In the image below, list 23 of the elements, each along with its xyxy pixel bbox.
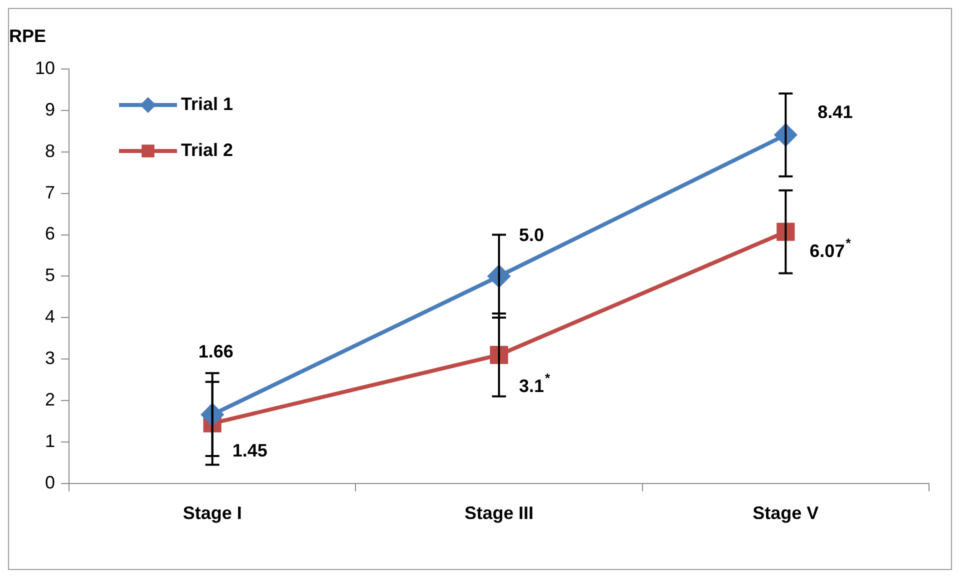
data-label: 6.07*: [810, 235, 852, 261]
legend-label: Trial 2: [181, 140, 234, 160]
data-label: 1.66: [198, 342, 234, 362]
y-tick-label: 7: [45, 182, 56, 202]
data-label: 3.1*: [519, 370, 552, 396]
y-tick-label: 1: [45, 430, 56, 451]
x-tick-label: Stage I: [182, 503, 242, 524]
y-axis-title: RPE: [9, 26, 46, 46]
x-tick-label: Stage III: [464, 503, 534, 524]
y-tick-label: 3: [45, 348, 56, 368]
y-tick-label: 8: [45, 140, 56, 161]
y-tick-label: 0: [45, 472, 56, 492]
y-tick-label: 4: [45, 306, 56, 327]
legend-label: Trial 1: [181, 94, 234, 114]
data-label: 5.0: [519, 225, 544, 246]
y-tick-label: 9: [45, 99, 56, 120]
y-tick-label: 6: [45, 224, 56, 244]
y-tick-label: 10: [34, 58, 56, 78]
x-tick-label: Stage V: [752, 503, 819, 524]
y-tick-label: 2: [45, 389, 56, 410]
y-tick-label: 5: [45, 265, 56, 286]
data-label: 1.45: [232, 440, 268, 460]
data-label: 8.41: [818, 102, 853, 122]
